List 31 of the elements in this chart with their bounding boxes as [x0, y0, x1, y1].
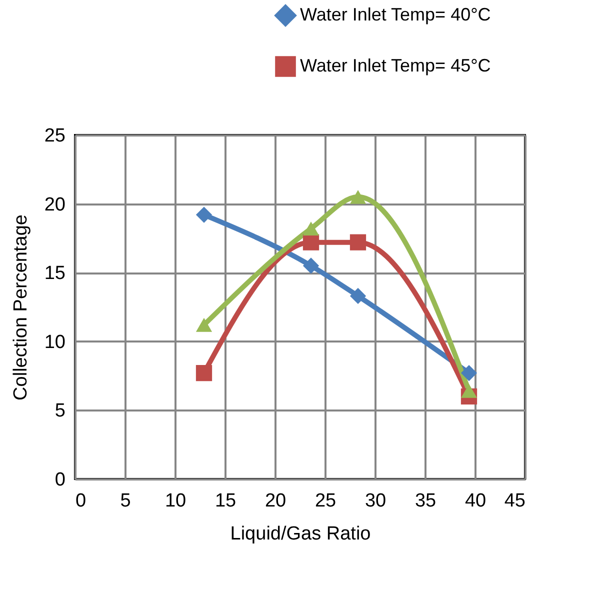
- y-tick-label: 15: [44, 263, 66, 284]
- point: [302, 234, 320, 250]
- x-axis-title: Liquid/Gas Ratio: [230, 524, 371, 544]
- legend-label: Water Inlet Temp= 45°C: [300, 56, 491, 76]
- point: [196, 206, 212, 223]
- point: [350, 288, 366, 304]
- x-tick-label: 30: [364, 490, 386, 512]
- x-tick-label: 45: [504, 490, 526, 512]
- point: [196, 318, 212, 332]
- y-tick-label: 20: [44, 194, 66, 216]
- y-tick-label: 0: [54, 470, 66, 490]
- x-tick-label: 0: [76, 490, 86, 512]
- point: [460, 364, 478, 382]
- point: [350, 234, 366, 250]
- x-tick-label: 25: [314, 490, 336, 512]
- point: [302, 258, 320, 274]
- y-tick-label: 25: [44, 126, 66, 146]
- x-tick-label: 35: [414, 490, 436, 512]
- x-tick-label: 5: [120, 490, 131, 512]
- x-tick-label: 40: [464, 490, 486, 512]
- legend-label: Water Inlet Temp= 40°C: [300, 4, 491, 24]
- point: [302, 222, 320, 236]
- x-tick-label: 15: [214, 490, 236, 512]
- y-tick-label: 10: [44, 332, 66, 353]
- x-tick-label: 10: [164, 490, 186, 512]
- point: [350, 190, 366, 204]
- point: [196, 364, 212, 382]
- y-axis-title: Collection Percentage: [10, 214, 32, 400]
- point: [460, 384, 478, 398]
- x-tick-label: 20: [264, 490, 286, 512]
- y-tick-label: 5: [54, 400, 66, 422]
